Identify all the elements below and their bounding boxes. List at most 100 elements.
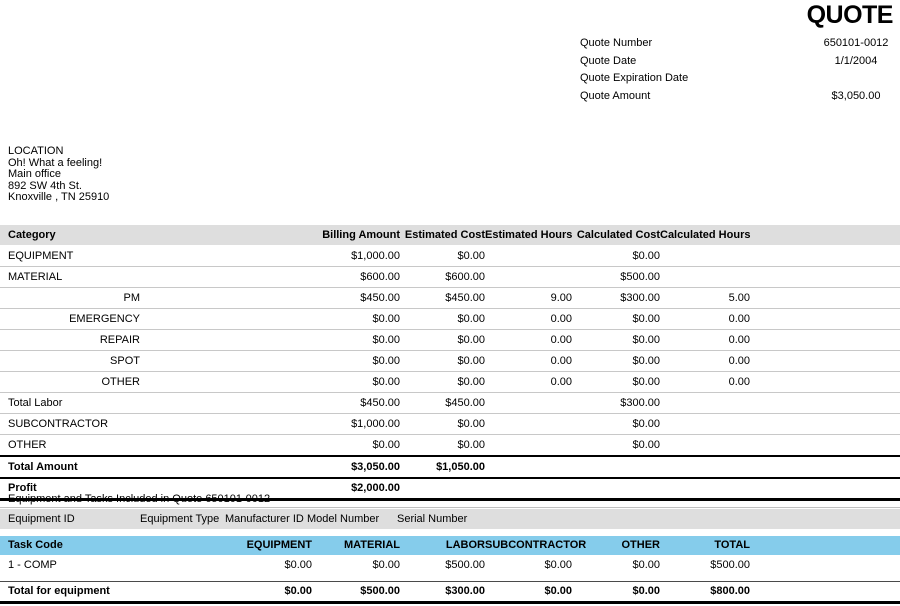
billing-cell: $0.00	[372, 313, 400, 325]
quote-expiration-label: Quote Expiration Date	[580, 72, 689, 84]
task-total-header: TOTAL	[714, 539, 750, 551]
category-cell: MATERIAL	[8, 271, 63, 283]
category-cell: SPOT	[110, 355, 140, 367]
total-amount-label: Total Amount	[8, 461, 78, 473]
calculated-hours-cell	[660, 435, 750, 455]
calculated-cost-header: Calculated Cost	[576, 229, 660, 241]
category-cell: OTHER	[101, 376, 141, 388]
location-name: Oh! What a feeling!	[8, 156, 103, 169]
serial-number-header: Serial Number	[397, 513, 468, 525]
calculated-cost-cell: $0.00	[632, 313, 660, 325]
quote-date-value: 1/1/2004	[834, 54, 878, 67]
quote-info-row: Quote Amount $3,050.00	[580, 88, 900, 106]
billing-cell: $450.00	[360, 292, 400, 304]
billing-cell: $450.00	[360, 397, 400, 409]
category-cell: REPAIR	[99, 334, 140, 346]
total-total-cell: $800.00	[710, 585, 750, 597]
estimated-cost-cell: $0.00	[457, 418, 485, 430]
calculated-hours-cell: 5.00	[728, 292, 750, 304]
calculated-hours-cell	[660, 393, 750, 413]
estimated-hours-cell	[485, 393, 572, 413]
estimated-hours-cell: 0.00	[550, 313, 572, 325]
calculated-hours-cell	[660, 414, 750, 434]
total-amount-row: Total Amount $3,050.00 $1,050.00	[0, 455, 900, 477]
calculated-cost-cell: $0.00	[632, 250, 660, 262]
table-row-equipment: EQUIPMENT $1,000.00 $0.00 $0.00	[0, 245, 900, 266]
quote-info-row: Quote Expiration Date	[580, 70, 900, 88]
category-cell: SUBCONTRACTOR	[8, 418, 109, 430]
quote-date-label: Quote Date	[580, 54, 637, 67]
billing-amount-header: Billing Amount	[322, 229, 400, 241]
estimated-hours-cell: 0.00	[550, 334, 572, 346]
estimated-cost-cell: $0.00	[457, 313, 485, 325]
quote-number-value: 650101-0012	[823, 37, 889, 49]
model-number-header: Model Number	[307, 513, 380, 525]
total-subcontractor-cell: $0.00	[544, 585, 572, 597]
table-row-emergency: EMERGENCY $0.00 $0.00 0.00 $0.00 0.00	[0, 308, 900, 329]
calculated-hours-cell: 0.00	[728, 313, 750, 325]
billing-cell: $600.00	[360, 271, 400, 283]
location-heading: LOCATION	[8, 145, 64, 157]
task-code-header: Task Code	[8, 539, 63, 551]
estimated-cost-cell: $0.00	[457, 376, 485, 388]
billing-cell: $0.00	[372, 334, 400, 346]
calculated-cost-cell: $0.00	[632, 439, 660, 451]
calculated-hours-cell: 0.00	[728, 334, 750, 346]
task-labor-cell: $500.00	[445, 559, 485, 571]
task-subcontractor-header: SUBCONTRACTOR	[485, 539, 587, 551]
total-for-equipment-label: Total for equipment	[8, 585, 110, 597]
quote-info-block: Quote Number 650101-0012 Quote Date 1/1/…	[580, 35, 900, 105]
billing-cell: $1,000.00	[351, 250, 400, 262]
location-city: Knoxville , TN 25910	[8, 191, 110, 204]
estimated-cost-cell: $0.00	[457, 355, 485, 367]
quote-info-row: Quote Date 1/1/2004	[580, 53, 900, 71]
equipment-header-row: Equipment ID Equipment Type Manufacturer…	[0, 509, 900, 529]
location-office: Main office	[8, 168, 61, 181]
calculated-hours-header: Calculated Hours	[660, 229, 751, 241]
calculated-hours-cell	[660, 246, 750, 266]
report-title: QUOTE	[806, 1, 894, 29]
task-subcontractor-cell: $0.00	[544, 559, 572, 571]
task-other-header: OTHER	[621, 539, 661, 551]
estimated-cost-cell: $0.00	[457, 250, 485, 262]
table-row-other-labor: OTHER $0.00 $0.00 0.00 $0.00 0.00	[0, 371, 900, 392]
manufacturer-id-header: Manufacturer ID	[225, 513, 304, 525]
estimated-hours-cell	[485, 267, 572, 287]
estimated-hours-header: Estimated Hours	[485, 229, 573, 241]
total-estimated-cost-cell: $1,050.00	[436, 461, 485, 473]
billing-cell: $1,000.00	[351, 418, 400, 430]
task-equipment-cell: $0.00	[284, 559, 312, 571]
quote-info-row: Quote Number 650101-0012	[580, 35, 900, 53]
quote-summary-table: Category Billing Amount Estimated Cost E…	[0, 225, 900, 501]
location-block: LOCATION Oh! What a feeling! Main office…	[8, 145, 110, 204]
equipment-type-header: Equipment Type	[140, 513, 220, 525]
calculated-cost-cell: $0.00	[632, 334, 660, 346]
summary-header-row: Category Billing Amount Estimated Cost E…	[0, 225, 900, 245]
quote-amount-value: $3,050.00	[831, 89, 881, 102]
estimated-cost-cell: $450.00	[445, 397, 485, 409]
table-row-pm: PM $450.00 $450.00 9.00 $300.00 5.00	[0, 287, 900, 308]
profit-billing-cell: $2,000.00	[351, 482, 400, 494]
task-material-header: MATERIAL	[343, 539, 400, 551]
table-row-subcontractor: SUBCONTRACTOR $1,000.00 $0.00 $0.00	[0, 413, 900, 434]
table-row-other: OTHER $0.00 $0.00 $0.00	[0, 434, 900, 455]
estimated-hours-cell: 0.00	[550, 376, 572, 388]
estimated-hours-cell: 0.00	[550, 355, 572, 367]
location-street: 892 SW 4th St.	[8, 179, 82, 192]
calculated-hours-cell	[660, 267, 750, 287]
total-other-cell: $0.00	[632, 585, 660, 597]
quote-number-label: Quote Number	[580, 37, 653, 49]
billing-cell: $0.00	[372, 376, 400, 388]
category-header: Category	[8, 229, 56, 241]
table-row-total-labor: Total Labor $450.00 $450.00 $300.00	[0, 392, 900, 413]
category-cell: Total Labor	[8, 397, 63, 409]
calculated-cost-cell: $0.00	[632, 376, 660, 388]
task-total-cell: $500.00	[710, 559, 750, 571]
table-row-material: MATERIAL $600.00 $600.00 $500.00	[0, 266, 900, 287]
task-equipment-header: EQUIPMENT	[246, 539, 312, 551]
estimated-cost-cell: $0.00	[457, 439, 485, 451]
total-material-cell: $500.00	[360, 585, 400, 597]
estimated-cost-cell: $0.00	[457, 334, 485, 346]
estimated-cost-cell: $600.00	[445, 271, 485, 283]
